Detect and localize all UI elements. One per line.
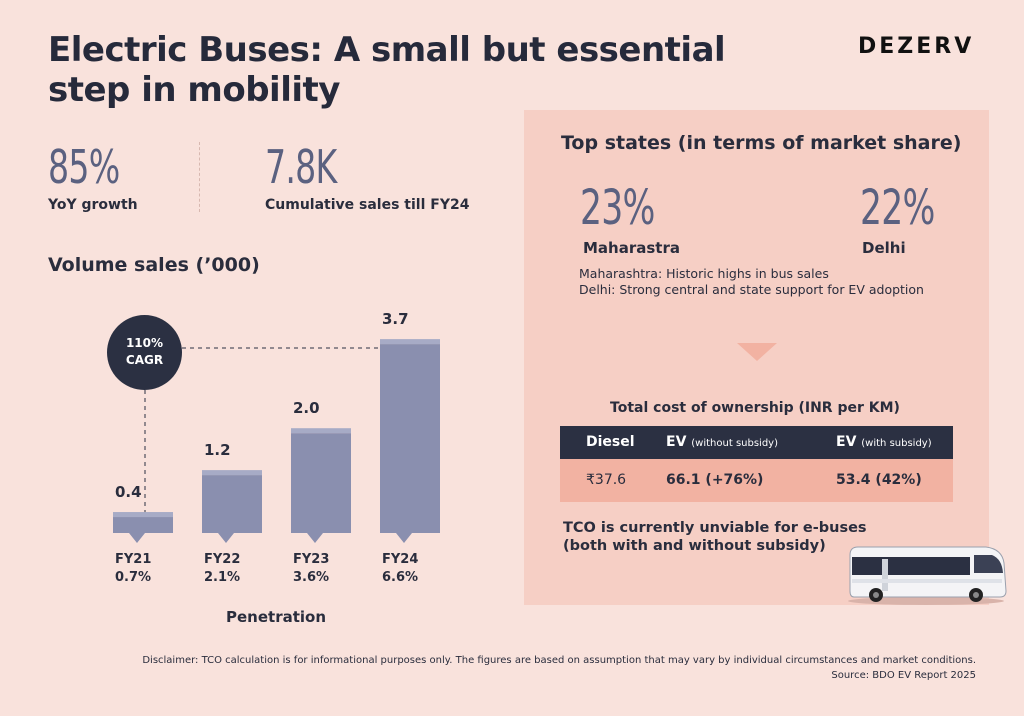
bar-pointer-fy22	[218, 533, 234, 543]
bar-fy22	[202, 475, 262, 533]
category-label-fy24: FY24	[382, 552, 418, 567]
states-heading: Top states (in terms of market share)	[561, 132, 962, 154]
cagr-label: CAGR	[125, 353, 164, 367]
tco-table-row: ₹37.6 66.1 (+76%) 53.4 (42%)	[560, 459, 953, 502]
penetration-value-fy23: 3.6%	[293, 570, 329, 585]
bar-fy24	[380, 344, 440, 533]
delhi-note: Delhi: Strong central and state support …	[579, 282, 924, 297]
bar-top-fy24	[380, 339, 440, 345]
bar-fy23	[291, 433, 351, 533]
penetration-value-fy21: 0.7%	[115, 570, 151, 585]
tco-table: Diesel EV (without subsidy) EV (with sub…	[560, 426, 953, 502]
penetration-value-fy24: 6.6%	[382, 570, 418, 585]
bar-pointer-fy21	[129, 533, 145, 543]
cumulative-sales-value: 7.8K	[265, 140, 337, 194]
source-text: Source: BDO EV Report 2025	[831, 670, 976, 681]
bar-value-label-fy21: 0.4	[115, 483, 142, 501]
ev-without-subsidy-cost: 66.1 (+76%)	[666, 472, 764, 488]
ev-with-subsidy-cost: 53.4 (42%)	[836, 472, 922, 488]
cumulative-sales-label: Cumulative sales till FY24	[265, 197, 470, 213]
bar-top-fy22	[202, 470, 262, 476]
bar-pointer-fy23	[307, 533, 323, 543]
brand-logo: DEZERV	[858, 34, 975, 59]
header-diesel: Diesel	[586, 434, 635, 450]
volume-sales-heading: Volume sales (’000)	[48, 254, 260, 276]
bus-illustration	[848, 546, 1007, 605]
penetration-label: Penetration	[226, 608, 327, 626]
stats-divider	[199, 142, 200, 212]
tco-title: Total cost of ownership (INR per KM)	[610, 400, 900, 416]
page-title: Electric Buses: A small but essential st…	[48, 30, 748, 110]
bar-value-label-fy24: 3.7	[382, 310, 409, 328]
tco-conclusion: TCO is currently unviable for e-buses (b…	[563, 520, 867, 554]
penetration-value-fy22: 2.1%	[204, 570, 240, 585]
header-ev-with-subsidy: EV (with subsidy)	[836, 434, 932, 450]
title-line-2: step in mobility	[48, 70, 340, 110]
title-line-1: Electric Buses: A small but essential	[48, 30, 726, 70]
disclaimer-text: Disclaimer: TCO calculation is for infor…	[142, 655, 976, 666]
category-label-fy21: FY21	[115, 552, 151, 567]
header-ev-without-subsidy: EV (without subsidy)	[666, 434, 779, 450]
cagr-badge: 110% CAGR	[107, 315, 182, 390]
down-arrow-icon	[737, 343, 777, 361]
yoy-growth-value: 85%	[48, 140, 120, 194]
maharashtra-label: Maharastra	[583, 239, 680, 257]
delhi-label: Delhi	[862, 239, 906, 257]
category-label-fy22: FY22	[204, 552, 240, 567]
bar-top-fy23	[291, 428, 351, 434]
tco-table-header: Diesel EV (without subsidy) EV (with sub…	[560, 426, 953, 459]
maharashtra-note: Maharashtra: Historic highs in bus sales	[579, 266, 829, 281]
category-label-fy23: FY23	[293, 552, 329, 567]
bar-fy21	[113, 517, 173, 533]
maharashtra-share-value: 23%	[580, 180, 655, 236]
delhi-share-value: 22%	[860, 180, 935, 236]
yoy-growth-label: YoY growth	[48, 197, 138, 213]
footer: Disclaimer: TCO calculation is for infor…	[142, 653, 976, 683]
bar-pointer-fy24	[396, 533, 412, 543]
volume-sales-chart: 0.4 FY21 0.7% 1.2 FY22 2.1% 2.0 FY23 3.6% 3.7 FY24…	[113, 310, 440, 585]
bar-top-fy21	[113, 512, 173, 518]
bar-value-label-fy22: 1.2	[204, 441, 231, 459]
state-notes: Maharashtra: Historic highs in bus sales…	[579, 266, 924, 298]
cagr-value: 110%	[125, 336, 164, 350]
bar-value-label-fy23: 2.0	[293, 399, 320, 417]
diesel-cost: ₹37.6	[586, 472, 627, 488]
